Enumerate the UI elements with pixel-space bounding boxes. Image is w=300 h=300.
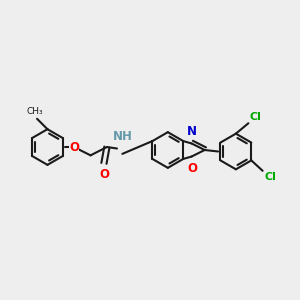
Text: CH₃: CH₃ [26, 107, 43, 116]
Text: N: N [187, 124, 197, 137]
Text: O: O [99, 168, 109, 181]
Text: O: O [69, 140, 79, 154]
Text: NH: NH [112, 130, 132, 143]
Text: Cl: Cl [250, 112, 262, 122]
Text: O: O [187, 162, 197, 175]
Text: Cl: Cl [264, 172, 276, 182]
